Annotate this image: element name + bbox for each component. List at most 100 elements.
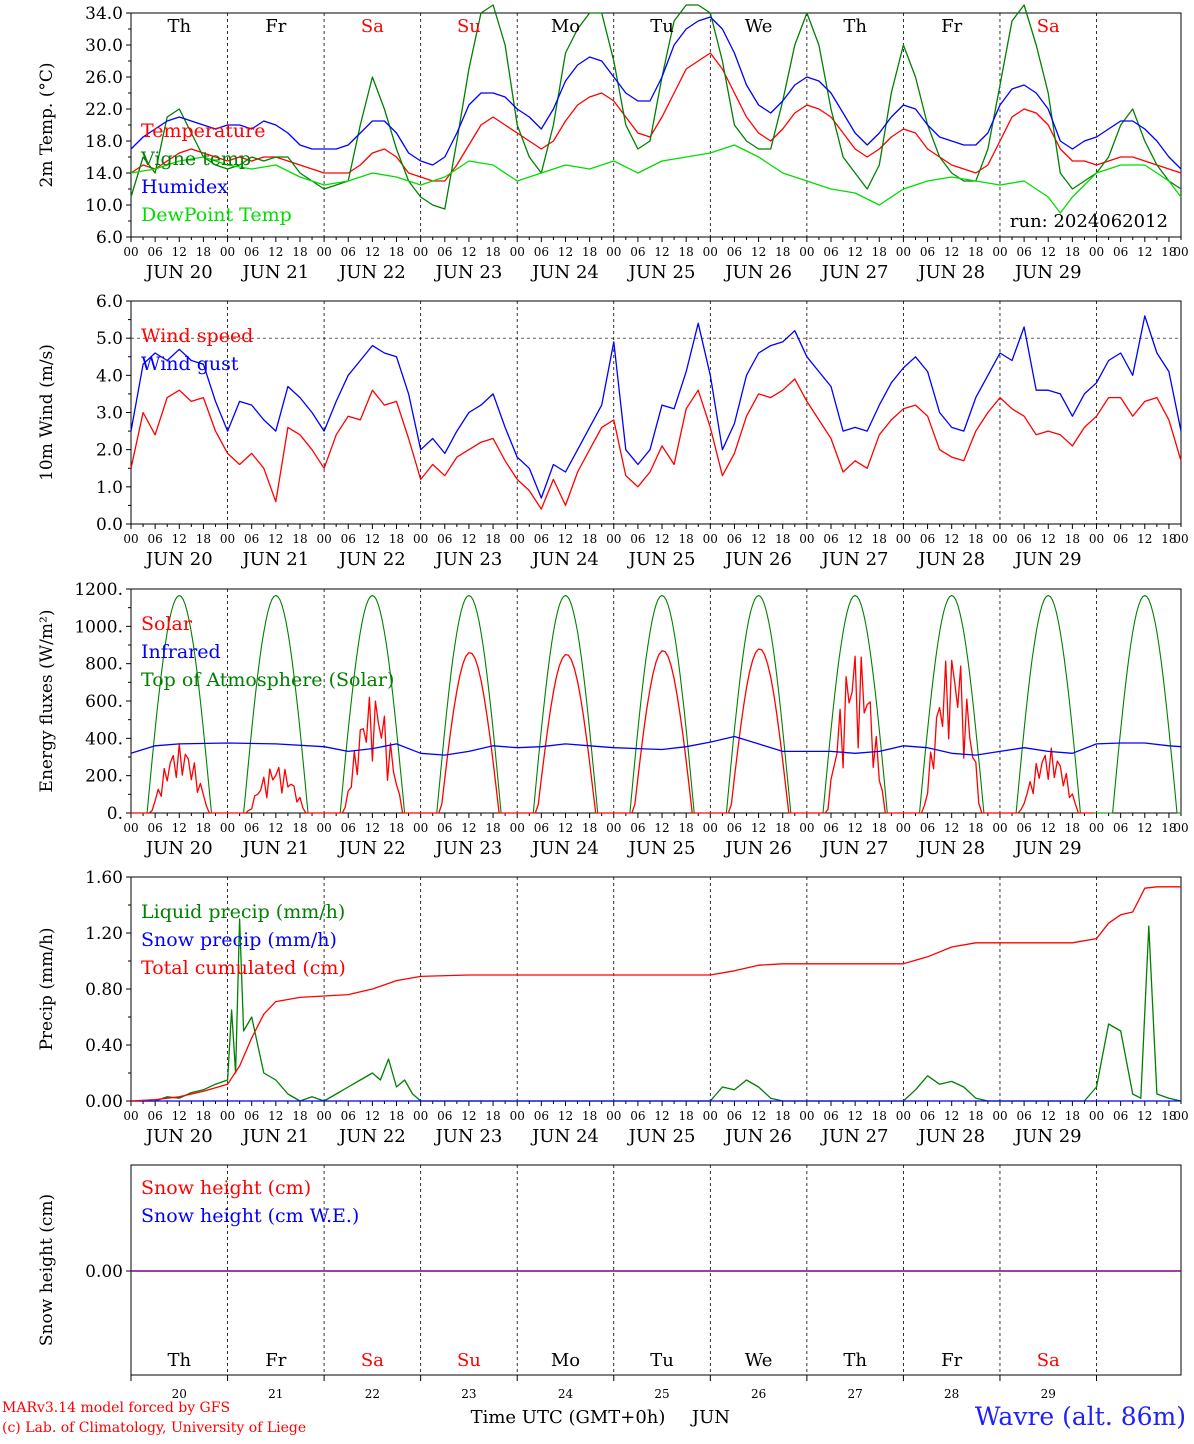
- x-day-number: 29: [1041, 1387, 1056, 1401]
- legend-entry: Snow height (cm): [141, 1177, 311, 1199]
- x-date-label: JUN 21: [240, 262, 309, 283]
- x-hour-label: 12: [847, 821, 862, 835]
- series-line-dewpoint-temp: [130, 144, 1182, 214]
- day-name-label: Su: [457, 1350, 481, 1371]
- x-hour-label: 06: [920, 821, 935, 835]
- legend-entry: Snow precip (mm/h): [141, 929, 337, 951]
- x-hour-label: 00: [220, 1109, 235, 1123]
- x-hour-label: 06: [920, 1109, 935, 1123]
- x-hour-label: 18: [292, 532, 307, 546]
- x-hour-label: 06: [727, 532, 742, 546]
- x-hour-label: 00: [123, 532, 138, 546]
- x-date-label: JUN 22: [337, 1126, 406, 1147]
- x-hour-label: 18: [582, 1109, 597, 1123]
- x-hour-label: 18: [389, 1109, 404, 1123]
- x-date-label: JUN 26: [723, 1126, 792, 1147]
- x-hour-label: 18: [1161, 1109, 1176, 1123]
- day-name-label: Fr: [265, 16, 286, 37]
- x-hour-label: 06: [244, 245, 259, 259]
- day-name-label: Th: [843, 16, 867, 37]
- x-date-label: JUN 20: [144, 262, 213, 283]
- x-hour-label: 12: [558, 821, 573, 835]
- x-hour-label: 12: [944, 821, 959, 835]
- x-hour-label: 00: [606, 245, 621, 259]
- x-hour-label: 06: [437, 245, 452, 259]
- x-date-label: JUN 28: [916, 838, 985, 859]
- x-hour-label: 12: [268, 821, 283, 835]
- x-date-label: JUN 24: [530, 838, 599, 859]
- x-hour-label: 06: [1016, 821, 1031, 835]
- x-hour-label: 06: [534, 245, 549, 259]
- x-date-label: JUN 21: [240, 838, 309, 859]
- panel-frame-snow: [130, 1164, 1182, 1376]
- legend-entry: Top of Atmosphere (Solar): [141, 669, 394, 691]
- series-line-wind-gust: [130, 315, 1182, 499]
- x-hour-label: 06: [1113, 245, 1128, 259]
- y-tick-label: 6.0: [96, 228, 123, 248]
- y-tick-label: 5.0: [96, 329, 123, 349]
- x-hour-label: 00: [896, 245, 911, 259]
- y-axis-label: Precip (mm/h): [37, 927, 57, 1050]
- x-hour-label: 18: [582, 532, 597, 546]
- x-hour-label: 00: [413, 532, 428, 546]
- legend-entry: Snow height (cm W.E.): [141, 1205, 359, 1227]
- series-line-solar: [131, 648, 1094, 814]
- x-hour-label: 12: [1137, 245, 1152, 259]
- x-date-label: JUN 23: [434, 549, 503, 570]
- y-tick-label: 1000.: [74, 617, 123, 637]
- y-tick-label: 200.: [85, 767, 123, 787]
- x-hour-label: 12: [461, 532, 476, 546]
- x-hour-label: 18: [485, 245, 500, 259]
- y-tick-label: 34.0: [85, 4, 123, 24]
- x-hour-label: 12: [654, 821, 669, 835]
- x-hour-label: 18: [872, 532, 887, 546]
- day-name-label: Th: [167, 16, 191, 37]
- legend-entry: Temperature: [141, 120, 265, 142]
- x-hour-label: 18: [196, 532, 211, 546]
- x-hour-label: 00: [992, 1109, 1007, 1123]
- x-hour-label: 06: [534, 1109, 549, 1123]
- x-date-label: JUN 20: [144, 549, 213, 570]
- x-hour-label: 06: [341, 821, 356, 835]
- x-hour-label: 12: [847, 532, 862, 546]
- x-date-label: JUN 25: [627, 1126, 696, 1147]
- x-day-number: 20: [172, 1387, 187, 1401]
- day-name-label: Su: [457, 16, 481, 37]
- y-tick-label: 22.0: [85, 100, 123, 120]
- x-hour-label: 12: [461, 245, 476, 259]
- day-name-label: Sa: [361, 16, 384, 37]
- x-day-number: 22: [365, 1387, 380, 1401]
- legend-entry: Wind speed: [141, 325, 253, 347]
- y-tick-label: 14.0: [85, 164, 123, 184]
- day-name-label: Th: [167, 1350, 191, 1371]
- x-hour-label: 00: [316, 532, 331, 546]
- x-date-label: JUN 29: [1013, 549, 1082, 570]
- day-name-label: Sa: [1037, 16, 1060, 37]
- x-hour-label: 12: [654, 532, 669, 546]
- x-hour-label: 18: [872, 1109, 887, 1123]
- x-hour-label: 00: [316, 1109, 331, 1123]
- x-hour-label: 06: [147, 245, 162, 259]
- x-hour-label: 12: [751, 532, 766, 546]
- x-hour-label: 12: [751, 821, 766, 835]
- x-hour-label: 00: [123, 245, 138, 259]
- credit-line-model: MARv3.14 model forced by GFS: [2, 1400, 231, 1416]
- x-hour-label: 18: [292, 821, 307, 835]
- x-hour-label: 12: [847, 245, 862, 259]
- y-tick-label: 1.60: [85, 868, 123, 888]
- day-name-label: We: [745, 16, 773, 37]
- x-hour-label: 18: [968, 532, 983, 546]
- x-hour-label: 18: [389, 245, 404, 259]
- x-hour-label: 18: [1065, 1109, 1080, 1123]
- credit-line-lab: (c) Lab. of Climatology, University of L…: [2, 1420, 307, 1436]
- x-hour-label: 18: [775, 532, 790, 546]
- legend-entry: Solar: [141, 613, 193, 635]
- x-hour-label: 00: [703, 1109, 718, 1123]
- legend-entry: Vigne temp: [140, 148, 251, 170]
- x-date-label: JUN 29: [1013, 838, 1082, 859]
- x-hour-label: 18: [485, 532, 500, 546]
- x-hour-label: 18: [775, 821, 790, 835]
- x-hour-label: 06: [437, 1109, 452, 1123]
- x-hour-label: 06: [1113, 1109, 1128, 1123]
